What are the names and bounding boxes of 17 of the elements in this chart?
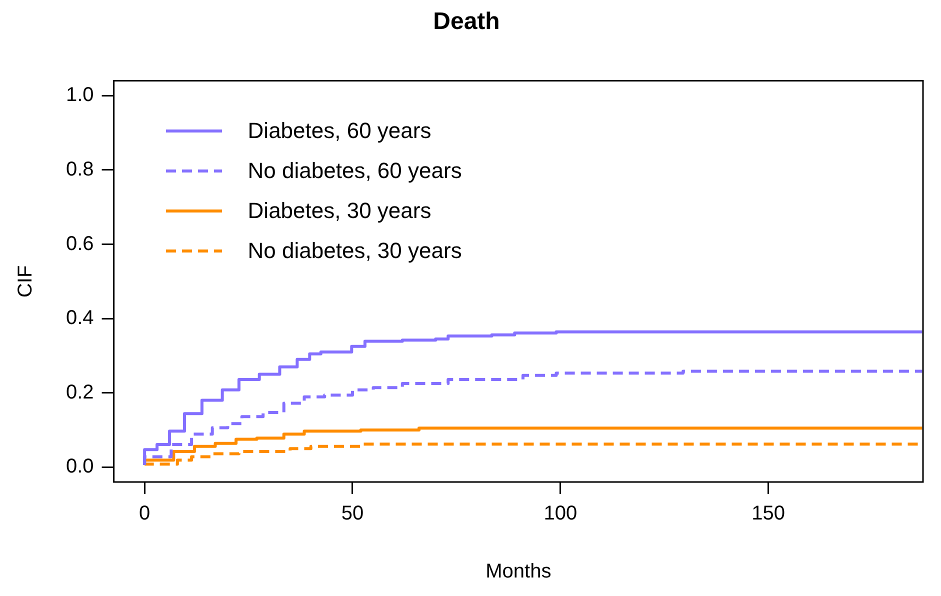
y-tick-label: 0.4 xyxy=(66,307,94,330)
x-tick-label: 150 xyxy=(752,502,785,525)
legend-label: Diabetes, 60 years xyxy=(248,118,432,144)
x-tick-label: 50 xyxy=(341,502,364,525)
y-tick-label: 0.8 xyxy=(66,158,94,180)
legend-label: No diabetes, 30 years xyxy=(248,238,462,264)
chart-title: Death xyxy=(433,8,500,36)
y-tick-label: 0.6 xyxy=(66,232,94,255)
x-tick-label: 100 xyxy=(544,502,578,525)
x-tick-label: 0 xyxy=(139,502,150,525)
y-tick-label: 0.0 xyxy=(66,456,94,478)
y-axis-title: CIF xyxy=(14,265,37,298)
legend-label: Diabetes, 30 years xyxy=(248,198,432,224)
x-axis-title: Months xyxy=(486,560,552,583)
y-tick-label: 0.2 xyxy=(66,381,94,404)
y-tick-label: 1.0 xyxy=(66,84,94,106)
legend-label: No diabetes, 60 years xyxy=(248,158,462,184)
